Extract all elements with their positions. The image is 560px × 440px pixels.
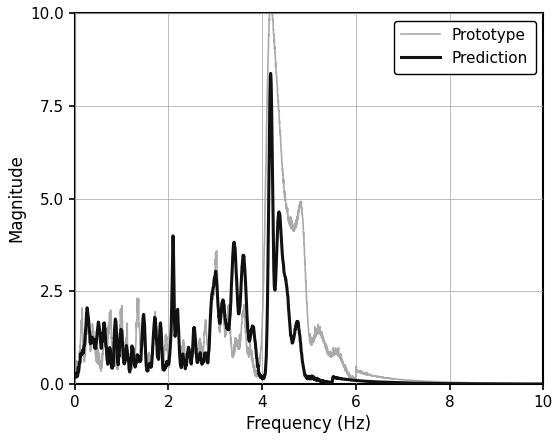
Prediction bbox=[125, 358, 132, 363]
Prototype bbox=[251, 363, 258, 368]
Prototype bbox=[272, 50, 278, 55]
Prototype bbox=[540, 381, 547, 386]
Prototype bbox=[480, 381, 487, 386]
X-axis label: Frequency (Hz): Frequency (Hz) bbox=[246, 415, 372, 433]
Line: Prototype: Prototype bbox=[74, 13, 543, 384]
Prediction bbox=[152, 324, 159, 330]
Prediction bbox=[531, 381, 538, 387]
Prototype bbox=[125, 354, 132, 359]
Prediction bbox=[272, 287, 278, 293]
Prediction bbox=[251, 333, 258, 338]
Prediction bbox=[480, 381, 487, 386]
Legend: Prototype, Prediction: Prototype, Prediction bbox=[394, 21, 536, 73]
Prediction bbox=[540, 381, 547, 387]
Prototype bbox=[266, 10, 273, 15]
Prototype bbox=[531, 381, 538, 386]
Prototype bbox=[152, 327, 159, 332]
Line: Prediction: Prediction bbox=[74, 73, 543, 384]
Prediction bbox=[71, 374, 78, 379]
Prototype bbox=[71, 374, 78, 379]
Prediction bbox=[267, 71, 274, 76]
Y-axis label: Magnitude: Magnitude bbox=[7, 154, 25, 242]
